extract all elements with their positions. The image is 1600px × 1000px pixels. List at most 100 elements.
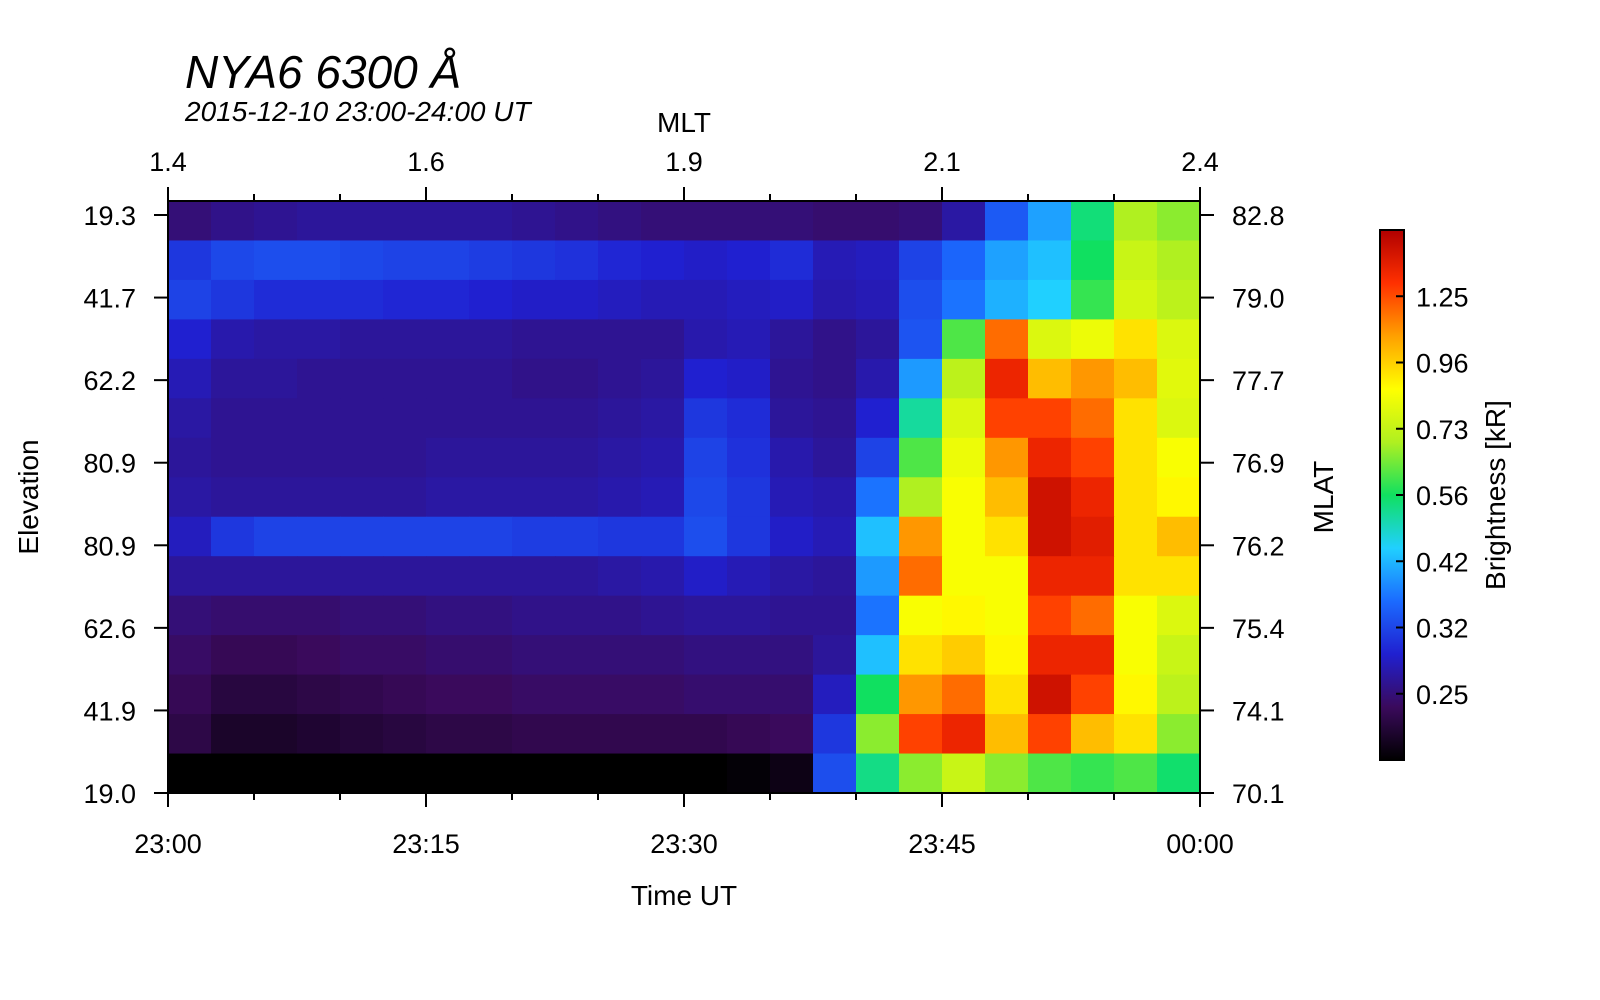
heatmap-cell [813,595,857,636]
heatmap-cell [426,437,470,478]
heatmap-cell [297,319,341,360]
heatmap-cell [684,240,728,281]
heatmap-cell [856,279,900,320]
heatmap-cell [727,674,771,715]
heatmap-cell [383,674,427,715]
heatmap-cell [469,556,513,597]
heatmap-cell [512,595,556,636]
heatmap-cell [1157,635,1201,676]
heatmap-cell [340,201,384,242]
heatmap-cell [770,398,814,439]
heatmap-cell [727,279,771,320]
heatmap-cell [555,240,599,281]
heatmap-cell [383,201,427,242]
heatmap-cell [727,437,771,478]
heatmap-cell [1157,477,1201,518]
heatmap-cell [856,753,900,794]
heatmap-cell [684,437,728,478]
heatmap-cell [985,516,1029,557]
heatmap-cell [383,398,427,439]
heatmap-cell [813,240,857,281]
heatmap-cell [727,714,771,755]
heatmap-cell [598,714,642,755]
heatmap-cell [727,753,771,794]
heatmap-cell [211,753,255,794]
heatmap-cell [1157,279,1201,320]
heatmap-cell [1114,279,1158,320]
heatmap-cell [426,753,470,794]
heatmap-cell [340,753,384,794]
heatmap-cell [684,714,728,755]
heatmap-cell [985,398,1029,439]
heatmap-cell [641,674,685,715]
heatmap-cell [469,240,513,281]
heatmap-cell [684,358,728,399]
right-y-tick-label: 76.9 [1232,449,1285,479]
colorbar-tick-label: 0.25 [1416,680,1469,710]
heatmap-cell [1157,674,1201,715]
heatmap-cell [942,240,986,281]
right-y-tick-label: 75.4 [1232,614,1285,644]
heatmap-cell [727,201,771,242]
heatmap-cell [942,201,986,242]
heatmap-cell [1071,595,1115,636]
heatmap-cell [426,319,470,360]
heatmap-cell [297,674,341,715]
heatmap-cell [211,279,255,320]
heatmap-cell [856,714,900,755]
heatmap-cell [641,279,685,320]
chart-subtitle: 2015-12-10 23:00-24:00 UT [184,96,532,127]
heatmap-cell [899,674,943,715]
heatmap-cell [211,714,255,755]
heatmap-cell [297,437,341,478]
heatmap-cell [512,635,556,676]
heatmap-cell [297,516,341,557]
heatmap-cell [254,319,298,360]
heatmap-cell [383,714,427,755]
heatmap-cell [985,714,1029,755]
heatmap-cell [340,319,384,360]
heatmap-cell [1028,477,1072,518]
heatmap-cell [598,437,642,478]
heatmap-cell [684,319,728,360]
heatmap-cell [555,635,599,676]
heatmap-cell [1071,398,1115,439]
heatmap-cell [340,437,384,478]
heatmap-cell [1028,201,1072,242]
heatmap-cell [555,753,599,794]
heatmap-cell [211,398,255,439]
heatmap-cell [856,398,900,439]
heatmap-cell [469,398,513,439]
heatmap-cell [254,674,298,715]
heatmap-cell [297,477,341,518]
heatmap-cell [899,437,943,478]
axis-ticks: 23:00 23:15 23:30 23:45 00:00 1.4 1.6 1.9 2.1 2.4… [83,147,1284,859]
heatmap-cell [942,477,986,518]
heatmap-cell [555,516,599,557]
heatmap-cell [1071,279,1115,320]
heatmap-cell [1071,674,1115,715]
heatmap-cell [340,516,384,557]
heatmap-cell [598,753,642,794]
heatmap-cell [1114,556,1158,597]
heatmap-cell [598,635,642,676]
x-tick-label: 23:30 [650,829,718,859]
heatmap-cell [1157,201,1201,242]
heatmap-cell [469,674,513,715]
heatmap-cell [555,477,599,518]
heatmap-cell [469,279,513,320]
heatmap-cell [340,398,384,439]
heatmap-cell [383,753,427,794]
heatmap-cell [942,279,986,320]
heatmap-cell [383,319,427,360]
x-tick-label: 23:45 [908,829,976,859]
heatmap-cell [684,516,728,557]
heatmap-cell [512,477,556,518]
heatmap-cell [856,516,900,557]
heatmap-cell [254,240,298,281]
right-y-tick-label: 74.1 [1232,696,1285,726]
heatmap-cell [899,753,943,794]
heatmap-cell [598,674,642,715]
heatmap-cell [770,714,814,755]
heatmap-cell [254,437,298,478]
